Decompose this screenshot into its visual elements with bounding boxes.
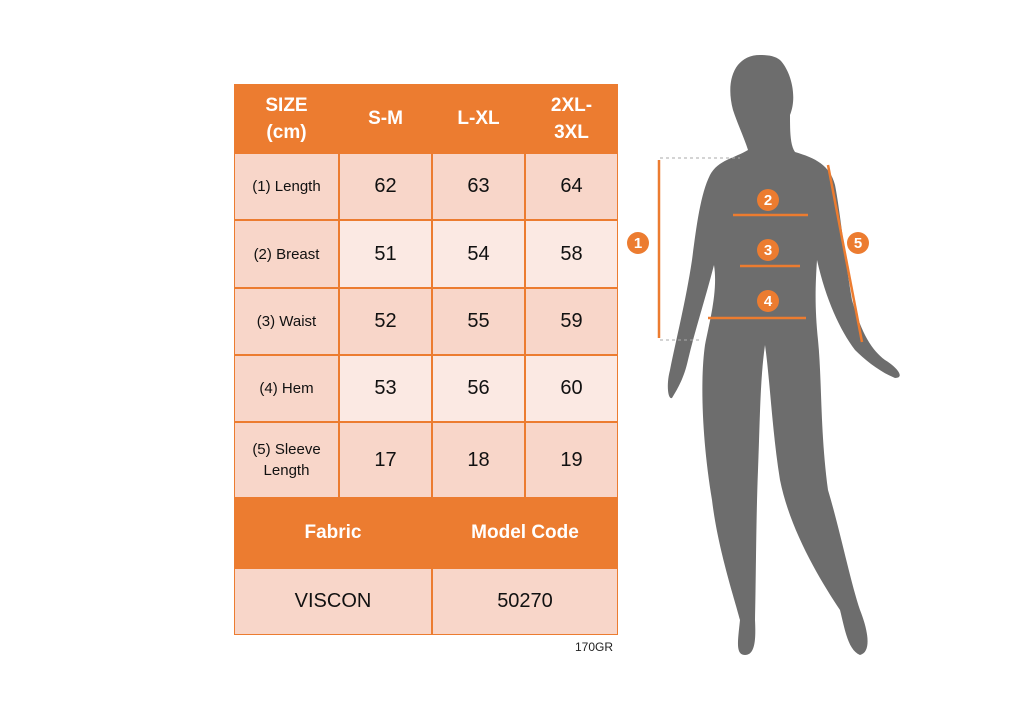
marker-1: 1	[634, 235, 642, 252]
header-row: SIZE (cm) S-M L-XL 2XL- 3XL	[234, 84, 618, 153]
measurement-value: 64	[525, 153, 618, 220]
measurement-value: 17	[339, 422, 432, 498]
model-code-label: Model Code	[432, 498, 618, 568]
weight-note: 170GR	[575, 640, 614, 654]
measurement-label: (2) Breast	[234, 220, 339, 288]
measurement-label: (1) Length	[234, 153, 339, 220]
silhouette	[667, 55, 900, 655]
measurement-value: 51	[339, 220, 432, 288]
measurement-value: 18	[432, 422, 525, 498]
measurement-value: 19	[525, 422, 618, 498]
header-s-m: S-M	[339, 84, 432, 153]
measurement-value: 63	[432, 153, 525, 220]
marker-2: 2	[764, 192, 772, 209]
measurement-value: 62	[339, 153, 432, 220]
size-chart-table: SIZE (cm) S-M L-XL 2XL- 3XL (1) Length 62…	[234, 84, 618, 635]
measurement-value: 53	[339, 355, 432, 422]
measurement-value: 59	[525, 288, 618, 355]
measurement-value: 54	[432, 220, 525, 288]
header-size: SIZE (cm)	[234, 84, 339, 153]
measurement-label: (3) Waist	[234, 288, 339, 355]
sleeve-arrow	[826, 164, 864, 343]
measurement-markers: 1 2 3 4 5	[627, 189, 869, 312]
table-row: (3) Waist 52 55 59	[234, 288, 618, 355]
marker-3: 3	[764, 242, 772, 259]
table-row: (4) Hem 53 56 60	[234, 355, 618, 422]
fabric-value: VISCON	[234, 568, 432, 635]
measurement-value: 55	[432, 288, 525, 355]
table-row: (1) Length 62 63 64	[234, 153, 618, 220]
measurement-value: 58	[525, 220, 618, 288]
header-2xl-3xl: 2XL- 3XL	[525, 84, 618, 153]
measurement-value: 52	[339, 288, 432, 355]
measurement-value: 60	[525, 355, 618, 422]
measurement-label: (4) Hem	[234, 355, 339, 422]
marker-4: 4	[764, 293, 773, 310]
table-row: (5) Sleeve Length 17 18 19	[234, 422, 618, 498]
header-l-xl: L-XL	[432, 84, 525, 153]
marker-5: 5	[854, 235, 862, 252]
info-value-row: VISCON 50270	[234, 568, 618, 635]
measurement-value: 56	[432, 355, 525, 422]
model-code-value: 50270	[432, 568, 618, 635]
measurement-label: (5) Sleeve Length	[234, 422, 339, 498]
body-silhouette-figure: 1 2 3 4 5	[627, 55, 900, 655]
table-row: (2) Breast 51 54 58	[234, 220, 618, 288]
fabric-label: Fabric	[234, 498, 432, 568]
info-header-row: Fabric Model Code	[234, 498, 618, 568]
